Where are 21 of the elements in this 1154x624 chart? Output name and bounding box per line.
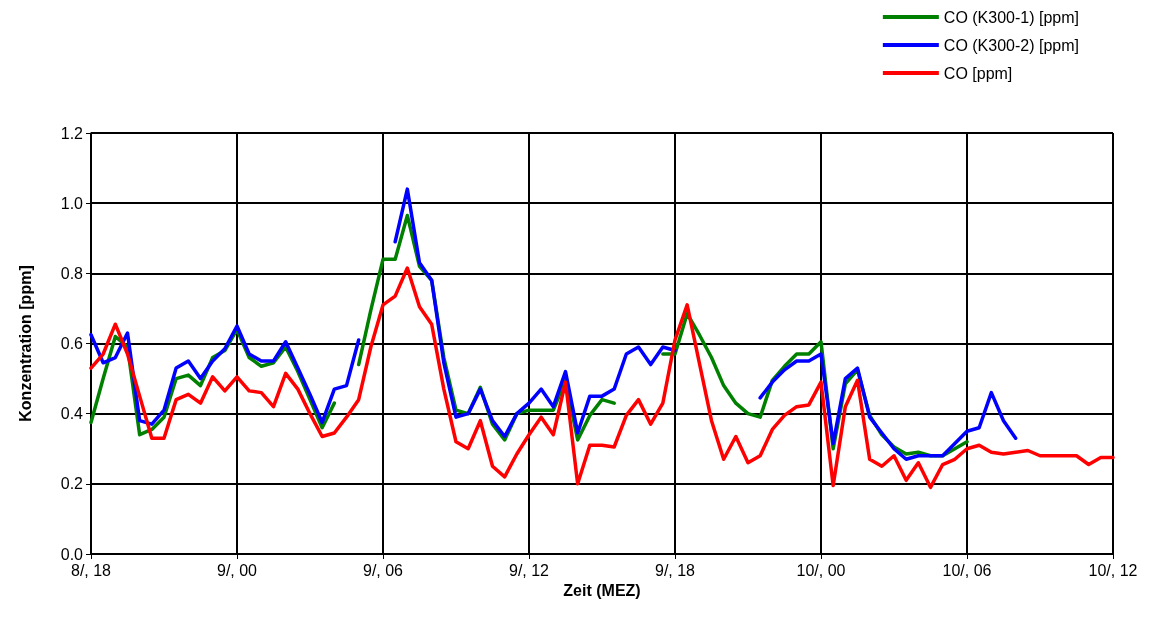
- line-series: [89, 266, 1115, 490]
- x-tick-label: 9/, 06: [362, 561, 404, 579]
- legend-label: CO [ppm]: [943, 64, 1013, 82]
- y-tick-label: 0.8: [60, 264, 84, 282]
- x-tick-label: 10/, 06: [942, 561, 992, 579]
- y-tick-label: 1.0: [60, 194, 84, 212]
- x-axis-title: Zeit (MEZ): [563, 582, 641, 600]
- x-tick-label: 9/, 00: [216, 561, 258, 579]
- y-tick-label: 1.2: [60, 124, 84, 142]
- y-tick-label: 0.6: [60, 335, 84, 352]
- x-tick-label: 10/, 12: [1088, 561, 1138, 579]
- legend-label: CO (K300-2) [ppm]: [943, 36, 1079, 54]
- y-tick-label: 0.0: [60, 545, 84, 563]
- y-tick-label: 0.4: [60, 405, 84, 423]
- y-tick-label: 0.2: [60, 475, 84, 493]
- x-tick-label: 8/, 18: [70, 561, 112, 579]
- x-tick-label: 9/, 18: [654, 561, 696, 579]
- legend-label: CO (K300-1) [ppm]: [943, 8, 1079, 26]
- x-tick-label: 9/, 12: [508, 561, 550, 579]
- y-axis-title: Konzentration [ppm]: [16, 265, 34, 422]
- x-tick-label: 10/, 00: [796, 561, 846, 579]
